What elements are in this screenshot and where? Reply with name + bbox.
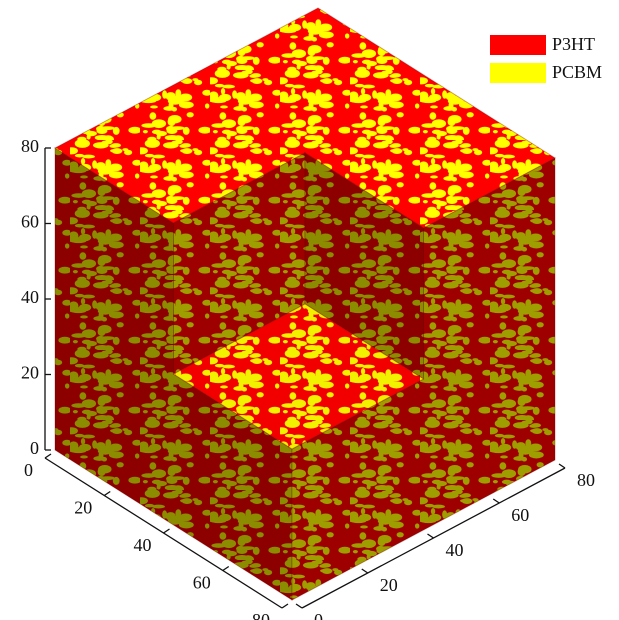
z-tick-label: 80	[21, 136, 39, 156]
y-tick	[493, 499, 499, 503]
y-tick	[428, 534, 434, 538]
legend-label: P3HT	[552, 34, 595, 54]
y-tick-label: 60	[511, 505, 529, 525]
y-tick	[296, 604, 302, 608]
y-tick	[559, 464, 565, 468]
z-tick-label: 20	[21, 363, 39, 383]
z-tick-label: 40	[21, 287, 39, 307]
x-tick	[45, 454, 51, 458]
y-tick-label: 0	[314, 610, 323, 620]
x-tick	[282, 604, 288, 608]
x-tick-label: 80	[252, 610, 270, 620]
legend-swatch	[490, 63, 546, 83]
x-tick	[104, 492, 110, 496]
y-tick	[362, 569, 368, 573]
chart: 0 20 40 60 80 0 20 40 60 80 0 20 40 60 80 P3HT PCBM	[0, 0, 619, 620]
z-tick-label: 0	[30, 438, 39, 458]
x-tick-label: 0	[24, 460, 33, 480]
x-tick	[223, 567, 229, 571]
x-tick	[164, 529, 170, 533]
legend-swatch	[490, 35, 546, 55]
legend-label: PCBM	[552, 62, 602, 82]
y-tick-label: 40	[446, 540, 464, 560]
z-tick-label: 60	[21, 212, 39, 232]
y-tick-label: 20	[380, 575, 398, 595]
x-tick-label: 20	[74, 498, 92, 518]
x-tick-label: 40	[134, 535, 152, 555]
y-tick-label: 80	[577, 470, 595, 490]
x-tick-label: 60	[193, 573, 211, 593]
